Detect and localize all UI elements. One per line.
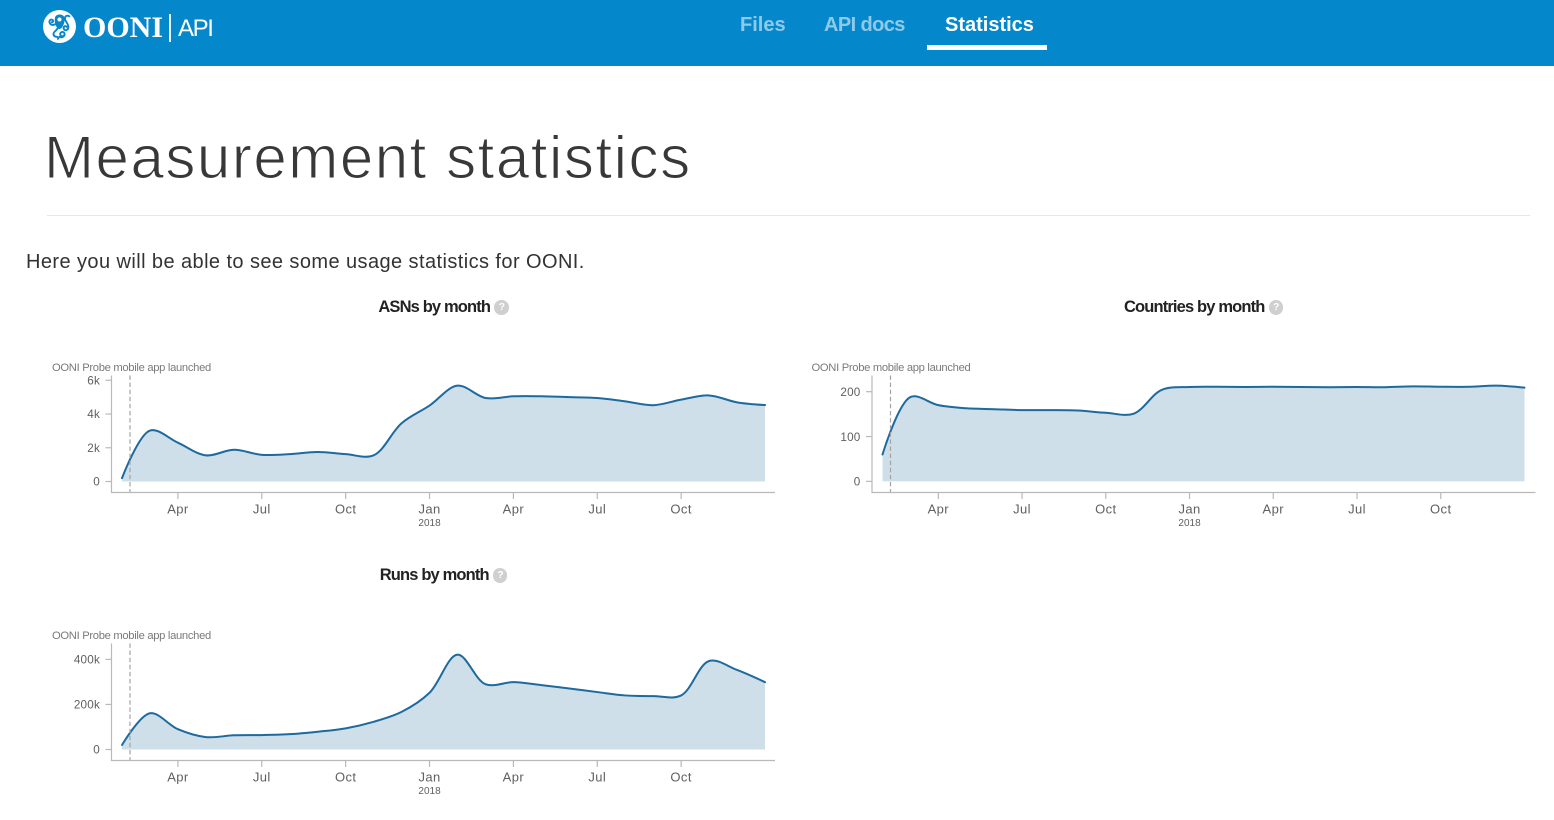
svg-text:Apr: Apr bbox=[503, 502, 525, 517]
svg-text:Jul: Jul bbox=[1348, 502, 1366, 517]
svg-text:0: 0 bbox=[854, 476, 861, 489]
svg-text:400k: 400k bbox=[74, 654, 100, 667]
svg-text:0: 0 bbox=[93, 744, 100, 757]
svg-text:2018: 2018 bbox=[1178, 518, 1201, 529]
svg-text:2018: 2018 bbox=[418, 518, 441, 529]
svg-text:Oct: Oct bbox=[670, 502, 691, 517]
svg-text:Apr: Apr bbox=[503, 770, 525, 785]
svg-text:2018: 2018 bbox=[418, 786, 441, 797]
svg-text:Apr: Apr bbox=[167, 770, 189, 785]
svg-text:100: 100 bbox=[840, 431, 860, 444]
svg-text:Apr: Apr bbox=[1263, 502, 1285, 517]
svg-text:Jul: Jul bbox=[588, 502, 606, 517]
svg-text:OONI Probe mobile app launched: OONI Probe mobile app launched bbox=[812, 362, 971, 374]
svg-text:OONI Probe mobile app launched: OONI Probe mobile app launched bbox=[52, 630, 211, 642]
svg-text:0: 0 bbox=[93, 476, 100, 489]
svg-text:6k: 6k bbox=[87, 374, 100, 387]
svg-text:Jul: Jul bbox=[1013, 502, 1031, 517]
svg-text:Oct: Oct bbox=[335, 770, 356, 785]
svg-text:200: 200 bbox=[840, 386, 860, 399]
svg-text:4k: 4k bbox=[87, 408, 100, 421]
svg-text:OONI Probe mobile app launched: OONI Probe mobile app launched bbox=[52, 362, 211, 374]
svg-text:200k: 200k bbox=[74, 699, 100, 712]
svg-text:Oct: Oct bbox=[670, 770, 691, 785]
svg-text:Oct: Oct bbox=[1095, 502, 1116, 517]
svg-text:Apr: Apr bbox=[928, 502, 950, 517]
svg-text:Jul: Jul bbox=[253, 502, 271, 517]
svg-text:Jan: Jan bbox=[418, 502, 440, 517]
svg-text:Jul: Jul bbox=[588, 770, 606, 785]
svg-text:Apr: Apr bbox=[167, 502, 189, 517]
svg-text:Jul: Jul bbox=[253, 770, 271, 785]
svg-text:2k: 2k bbox=[87, 442, 100, 455]
svg-text:Oct: Oct bbox=[335, 502, 356, 517]
svg-text:Jan: Jan bbox=[418, 770, 440, 785]
svg-text:Oct: Oct bbox=[1430, 502, 1451, 517]
svg-text:Jan: Jan bbox=[1178, 502, 1200, 517]
